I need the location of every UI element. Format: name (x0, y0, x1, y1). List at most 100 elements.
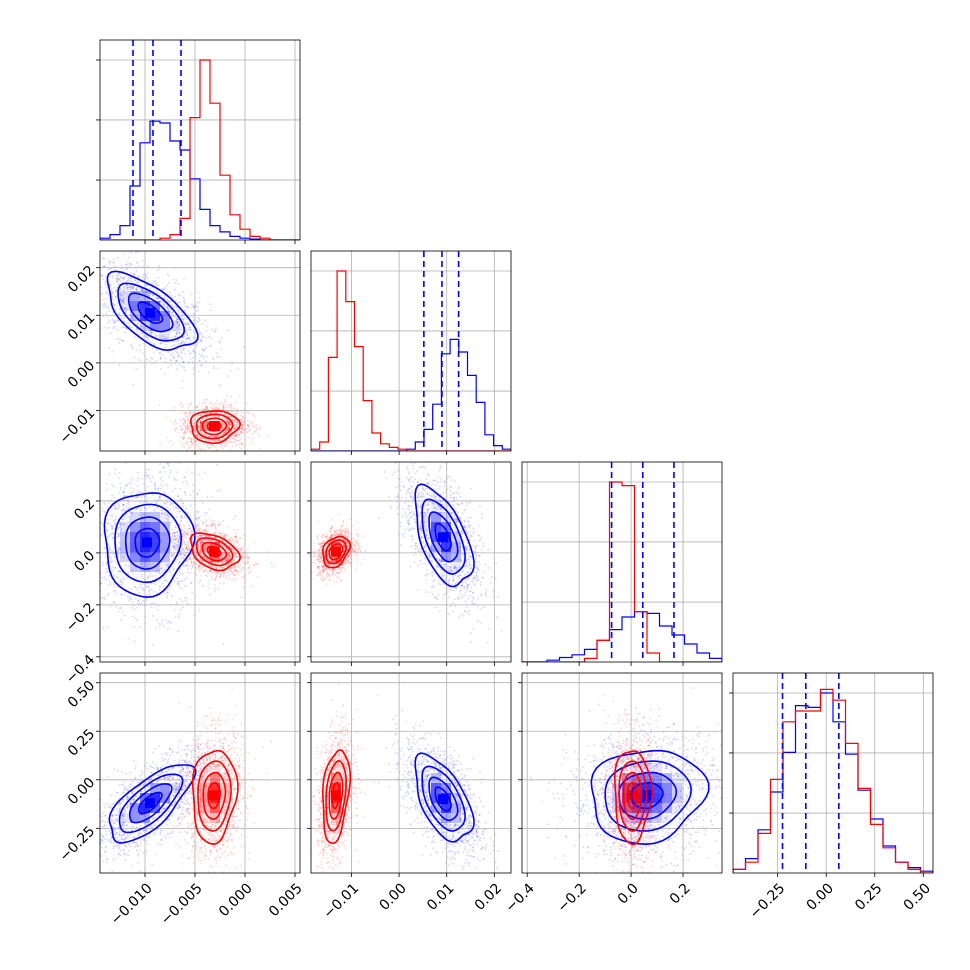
scatter-point (151, 281, 153, 284)
scatter-point (418, 513, 420, 516)
scatter-point (135, 368, 138, 370)
scatter-point (188, 306, 191, 309)
scatter-point (227, 427, 230, 429)
scatter-point (201, 534, 204, 536)
scatter-point (257, 575, 259, 578)
scatter-point (201, 540, 204, 542)
scatter-point (185, 537, 188, 540)
scatter-point (471, 580, 473, 582)
scatter-point (471, 600, 474, 603)
scatter-point (442, 574, 445, 577)
scatter-point (113, 523, 116, 525)
scatter-point (444, 496, 446, 499)
scatter-point (178, 522, 180, 525)
scatter-point (426, 492, 429, 495)
scatter-point (118, 364, 121, 366)
scatter-point (184, 564, 187, 567)
scatter-point (130, 271, 133, 274)
scatter-point (101, 597, 104, 600)
scatter-point (178, 294, 181, 297)
scatter-point (110, 561, 113, 563)
scatter-point (205, 452, 207, 454)
scatter-point (449, 494, 452, 497)
scatter-point (410, 535, 412, 537)
scatter-point (235, 443, 238, 446)
scatter-point (229, 539, 232, 542)
scatter-point (167, 351, 170, 353)
scatter-point (247, 436, 250, 438)
scatter-point (251, 442, 254, 445)
scatter-point (419, 524, 422, 527)
scatter-point (88, 527, 90, 529)
scatter-point (134, 336, 137, 339)
scatter-point (413, 544, 416, 547)
scatter-point (157, 608, 159, 611)
scatter-point (180, 519, 183, 522)
scatter-point (156, 283, 158, 286)
scatter-point (203, 539, 206, 542)
scatter-point (232, 561, 235, 564)
scatter-point (226, 569, 228, 572)
scatter-point (227, 526, 230, 528)
scatter-point (195, 440, 197, 443)
scatter-point (214, 330, 217, 332)
scatter-point (131, 286, 134, 289)
scatter-point (183, 424, 186, 427)
scatter-point (167, 516, 170, 518)
scatter-point (146, 336, 149, 339)
scatter-point (116, 303, 119, 305)
scatter-point (184, 553, 186, 556)
scatter-point (174, 335, 177, 337)
scatter-point (131, 326, 134, 329)
scatter-point (243, 534, 246, 537)
scatter-point (428, 591, 431, 594)
scatter-point (383, 470, 386, 473)
scatter-point (145, 275, 147, 277)
scatter-point (202, 540, 205, 543)
scatter-point (218, 408, 220, 410)
scatter-point (188, 527, 190, 530)
scatter-point (416, 589, 419, 591)
scatter-point (192, 452, 194, 454)
scatter-point (455, 521, 458, 523)
scatter-point (115, 507, 118, 510)
scatter-point (93, 594, 95, 596)
scatter-point (175, 538, 177, 541)
scatter-point (119, 277, 122, 279)
scatter-point (425, 528, 428, 531)
scatter-point (225, 534, 227, 536)
scatter-point (452, 610, 454, 613)
scatter-point (210, 458, 212, 460)
scatter-point (497, 596, 499, 599)
scatter-point (431, 480, 434, 482)
scatter-point (123, 495, 126, 497)
scatter-point (471, 580, 474, 583)
scatter-point (435, 564, 438, 567)
scatter-point (442, 582, 445, 584)
scatter-point (210, 444, 213, 447)
scatter-point (163, 294, 166, 297)
scatter-point (475, 553, 478, 556)
scatter-point (238, 544, 241, 546)
scatter-point (214, 566, 217, 569)
scatter-point (193, 366, 195, 369)
scatter-point (481, 576, 483, 579)
scatter-point (142, 265, 145, 268)
scatter-point (148, 468, 151, 471)
scatter-point (115, 290, 118, 292)
scatter-point (88, 290, 90, 292)
scatter-point (414, 542, 417, 545)
scatter-point (180, 342, 182, 345)
scatter-point (182, 360, 185, 363)
scatter-point (169, 524, 172, 527)
scatter-point (219, 575, 222, 578)
scatter-point (487, 566, 490, 569)
scatter-point (113, 555, 116, 558)
scatter-point (240, 547, 242, 550)
scatter-point (457, 503, 460, 505)
scatter-point (435, 568, 438, 571)
scatter-point (155, 298, 158, 300)
scatter-point (202, 565, 205, 568)
scatter-point (170, 304, 173, 306)
scatter-point (207, 447, 210, 450)
